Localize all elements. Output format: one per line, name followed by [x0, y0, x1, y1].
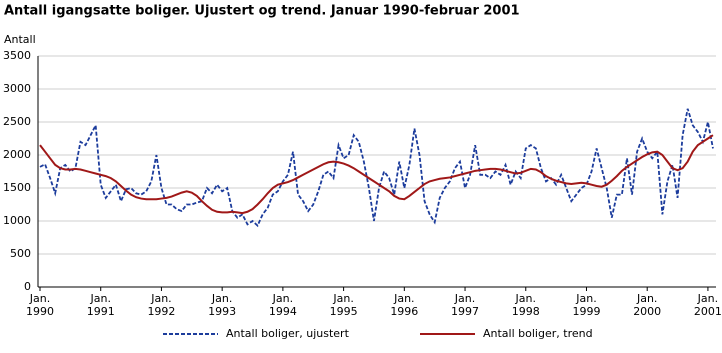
- y-tick-label: 1500: [3, 181, 31, 194]
- chart-title: Antall igangsatte boliger. Ujustert og t…: [4, 4, 520, 19]
- y-tick-label: 0: [24, 280, 31, 293]
- x-tick-label: Jan. 1994: [268, 292, 297, 318]
- y-tick-label: 500: [10, 247, 31, 260]
- series-line: [39, 134, 714, 215]
- x-tick-label: Jan. 1991: [86, 292, 115, 318]
- x-tick-label: Jan. 1990: [26, 292, 54, 318]
- x-tick-label: Jan. 1993: [208, 292, 237, 318]
- y-tick-label: 3000: [3, 82, 31, 95]
- y-axis-label: Antall: [4, 33, 36, 46]
- legend-label: Antall boliger, trend: [483, 327, 593, 340]
- x-tick-label: Jan. 1995: [329, 292, 358, 318]
- legend-label: Antall boliger, ujustert: [226, 327, 350, 340]
- x-tick-label: Jan. 2001: [693, 292, 722, 318]
- y-tick-label: 1000: [3, 214, 31, 227]
- y-tick-label: 2000: [3, 148, 31, 161]
- x-tick-label: Jan. 1998: [511, 292, 540, 318]
- x-tick-label: Jan. 1996: [390, 292, 419, 318]
- y-tick-label: 3500: [3, 49, 31, 62]
- x-tick-label: Jan. 1999: [572, 292, 601, 318]
- x-tick-label: Jan. 1992: [147, 292, 176, 318]
- series-line: [39, 108, 714, 228]
- y-tick-label: 2500: [3, 115, 31, 128]
- x-tick-label: Jan. 1997: [451, 292, 480, 318]
- x-tick-label: Jan. 2000: [633, 292, 662, 318]
